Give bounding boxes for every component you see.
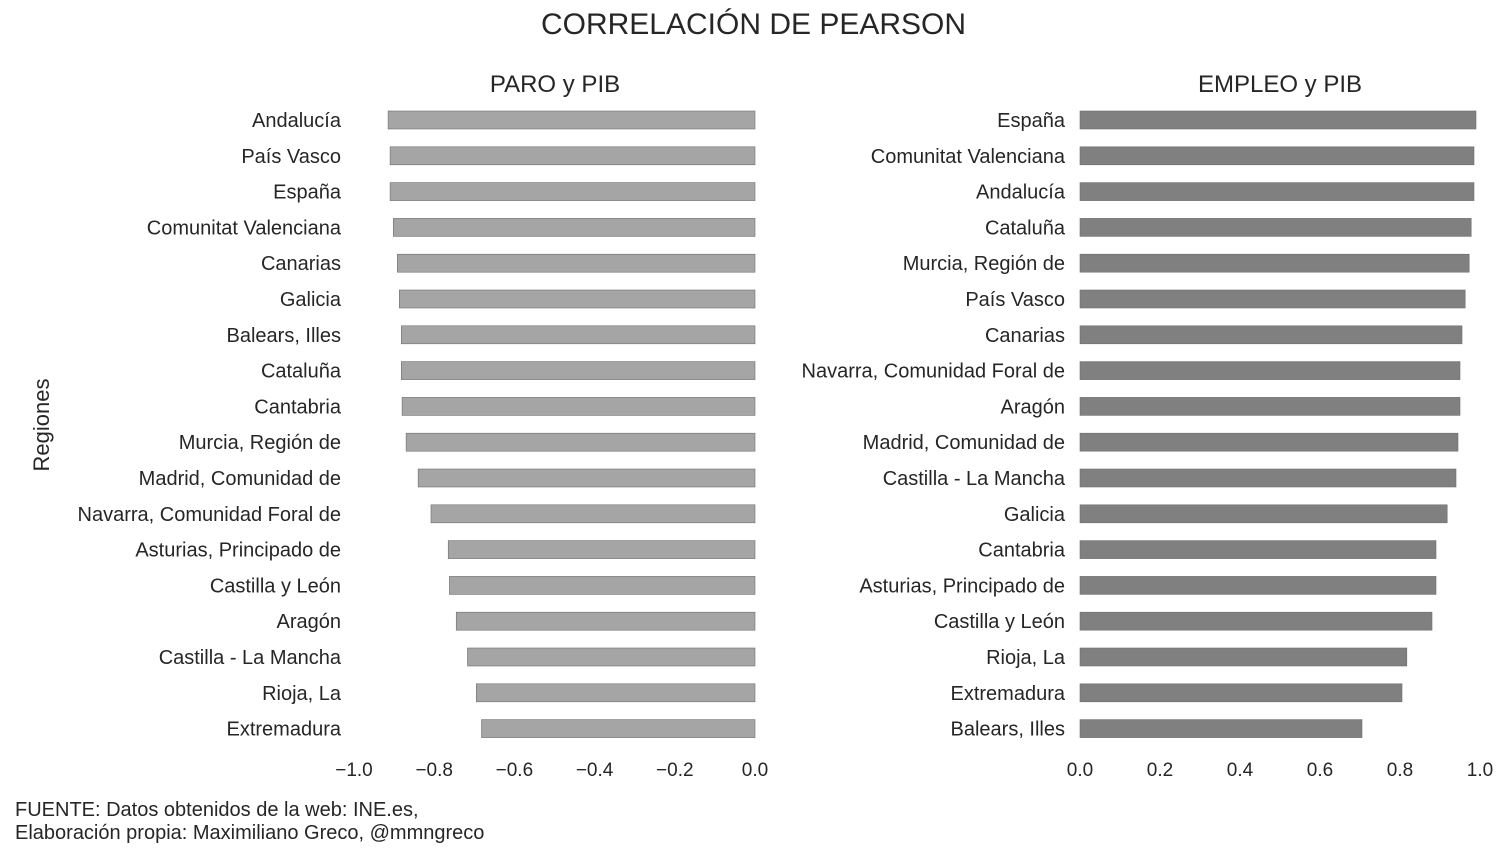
paro-category-label: Balears, Illes [227,325,342,347]
paro-bar [481,719,756,738]
paro-bar [389,182,756,201]
empleo-xtick-label: 0.6 [1307,760,1333,781]
empleo-category-label: España [997,110,1066,132]
empleo-category-label: Canarias [985,325,1065,347]
empleo-xtick-label: 1.0 [1467,760,1493,781]
empleo-category-label: Castilla y León [934,611,1065,633]
paro-category-label: España [273,182,342,204]
empleo-bar [1079,289,1466,309]
empleo-category-label: Asturias, Principado de [859,575,1065,597]
empleo-bar [1079,325,1463,345]
paro-category-label: Aragón [277,611,342,633]
paro-ylabel: Regiones [29,379,54,472]
empleo-category-label: Rioja, La [986,647,1066,669]
paro-category-label: Murcia, Región de [179,432,341,454]
empleo-xtick-label: 0.0 [1067,760,1093,781]
paro-category-label: Andalucía [252,110,342,132]
empleo-xtick-label: 0.8 [1387,760,1413,781]
paro-category-label: Asturias, Principado de [135,540,341,562]
empleo-category-label: Comunitat Valenciana [871,146,1066,168]
paro-xtick-label: −0.8 [415,760,453,781]
empleo-category-label: Castilla - La Mancha [883,468,1066,490]
paro-category-label: Galicia [280,289,342,311]
paro-bar [401,397,756,416]
empleo-bar [1079,468,1457,488]
empleo-category-label: Galicia [1004,504,1066,526]
paro-subplot-title: PARO y PIB [490,71,620,98]
empleo-bar [1079,719,1363,738]
paro-bar [449,576,756,595]
paro-bar [387,110,756,130]
empleo-bar [1079,576,1437,595]
paro-xtick-label: −0.6 [496,760,534,781]
paro-bar [397,253,756,273]
paro-bar [401,361,756,380]
empleo-bar [1079,182,1475,201]
empleo-xtick-label: 0.4 [1227,760,1254,781]
paro-category-label: Navarra, Comunidad Foral de [78,504,341,526]
empleo-category-label: Murcia, Región de [903,253,1065,275]
paro-category-label: Cantabria [254,396,342,418]
empleo-bar [1079,397,1461,416]
paro-xtick-label: 0.0 [742,760,768,781]
empleo-category-label: Andalucía [976,182,1066,204]
paro-category-label: Extremadura [227,719,342,741]
empleo-bar [1079,146,1475,166]
paro-category-label: Canarias [261,253,341,275]
source-line-2: Elaboración propia: Maximiliano Greco, @… [15,822,485,844]
paro-xtick-label: −0.4 [576,760,614,781]
paro-bar [467,647,756,667]
empleo-bar [1079,253,1470,273]
paro-bar [401,325,756,345]
empleo-bar [1079,218,1472,237]
empleo-bar [1079,683,1403,703]
paro-bar [392,218,756,237]
paro-xtick-label: −1.0 [335,760,373,781]
empleo-bar [1079,110,1477,130]
empleo-category-label: Cataluña [985,217,1066,239]
empleo-bar [1079,540,1437,559]
paro-xtick-label: −0.2 [656,760,694,781]
empleo-bar [1079,647,1408,667]
paro-category-label: País Vasco [241,146,341,168]
chart-suptitle: CORRELACIÓN DE PEARSON [540,8,967,41]
empleo-bar [1079,504,1448,524]
empleo-category-label: Madrid, Comunidad de [863,432,1065,454]
paro-category-label: Rioja, La [262,683,342,705]
empleo-category-label: Balears, Illes [951,719,1066,741]
empleo-category-label: Aragón [1001,396,1066,418]
paro-bar [405,432,756,452]
empleo-bar [1079,611,1433,631]
empleo-bar [1079,361,1461,380]
empleo-category-label: Cantabria [978,540,1066,562]
paro-bar [447,540,756,559]
paro-bar [399,289,756,309]
paro-category-label: Castilla y León [210,575,341,597]
paro-bar [417,468,756,488]
empleo-category-label: Extremadura [951,683,1066,705]
paro-category-label: Castilla - La Mancha [159,647,342,669]
paro-category-label: Comunitat Valenciana [147,217,342,239]
empleo-category-label: Navarra, Comunidad Foral de [802,361,1065,383]
paro-bar [389,146,756,166]
source-note: FUENTE: Datos obtenidos de la web: INE.e… [15,799,484,845]
empleo-bar [1079,432,1459,452]
empleo-subplot-title: EMPLEO y PIB [1198,71,1362,98]
paro-bar [455,611,756,631]
paro-bar [430,504,756,524]
empleo-category-label: País Vasco [965,289,1065,311]
paro-category-label: Cataluña [261,361,342,383]
paro-bar [476,683,756,703]
empleo-xtick-label: 0.2 [1147,760,1173,781]
source-line-1: FUENTE: Datos obtenidos de la web: INE.e… [15,799,419,821]
paro-category-label: Madrid, Comunidad de [139,468,341,490]
